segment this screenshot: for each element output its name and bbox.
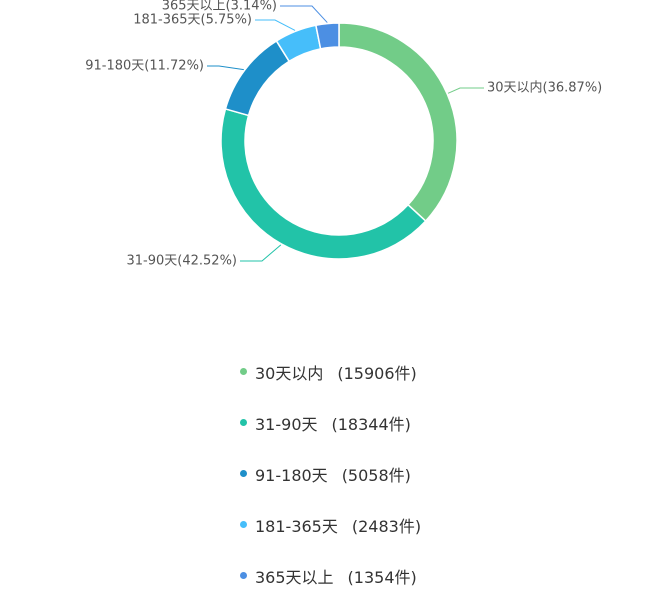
- slice-label-31-90-days: 31-90天(42.52%): [127, 254, 238, 269]
- slice-label-91-180-days: 91-180天(11.72%): [85, 59, 204, 74]
- leader-line-181-365-days: [255, 19, 296, 31]
- legend-count: (5058件): [341, 465, 411, 485]
- slice-label-30-days: 30天以内(36.87%): [487, 80, 602, 96]
- legend-name: 365天以上: [255, 567, 334, 587]
- legend-dot-icon: [240, 368, 247, 375]
- legend-name: 30天以内: [255, 363, 324, 383]
- legend-item-365-plus-days[interactable]: 365天以上 (1354件): [240, 550, 421, 601]
- legend-item-31-90-days[interactable]: 31-90天 (18344件): [240, 397, 421, 448]
- donut-slices: [220, 22, 458, 260]
- legend-count: (15906件): [337, 363, 417, 383]
- donut-slice-31-90-days[interactable]: [220, 107, 427, 260]
- legend-item-181-365-days[interactable]: 181-365天 (2483件): [240, 499, 421, 550]
- legend-count: (18344件): [331, 414, 411, 434]
- donut-slice-365-plus-days[interactable]: [315, 22, 340, 50]
- legend-name: 31-90天: [255, 414, 318, 434]
- legend-item-91-180-days[interactable]: 91-180天 (5058件): [240, 448, 421, 499]
- legend-name: 91-180天: [255, 465, 328, 485]
- legend-count: (1354件): [347, 567, 417, 587]
- donut-slice-91-180-days[interactable]: [224, 39, 291, 117]
- legend-count: (2483件): [351, 516, 422, 536]
- slice-label-365-plus-days: 365天以上(3.14%): [162, 0, 277, 14]
- legend-dot-icon: [240, 419, 247, 426]
- leader-line-31-90-days: [240, 244, 282, 262]
- legend-name: 181-365天: [255, 516, 338, 536]
- leader-line-365-plus-days: [280, 5, 328, 23]
- slice-label-181-365-days: 181-365天(5.75%): [133, 13, 252, 28]
- donut-slice-30-days[interactable]: [338, 22, 458, 223]
- legend-item-30-days[interactable]: 30天以内 (15906件): [240, 346, 421, 397]
- chart-legend: 30天以内 (15906件) 31-90天 (18344件) 91-180天 (5058件…: [240, 346, 421, 601]
- legend-dot-icon: [240, 521, 247, 528]
- legend-dot-icon: [240, 572, 247, 579]
- leader-line-91-180-days: [207, 65, 244, 71]
- leader-line-30-days: [447, 87, 484, 94]
- legend-dot-icon: [240, 470, 247, 477]
- label-leader-lines: [207, 5, 484, 262]
- slice-labels: 30天以内(36.87%) 31-90天(42.52%) 91-180天(11.72…: [85, 0, 602, 269]
- donut-chart: 30天以内(36.87%) 31-90天(42.52%) 91-180天(11.72…: [85, 0, 602, 269]
